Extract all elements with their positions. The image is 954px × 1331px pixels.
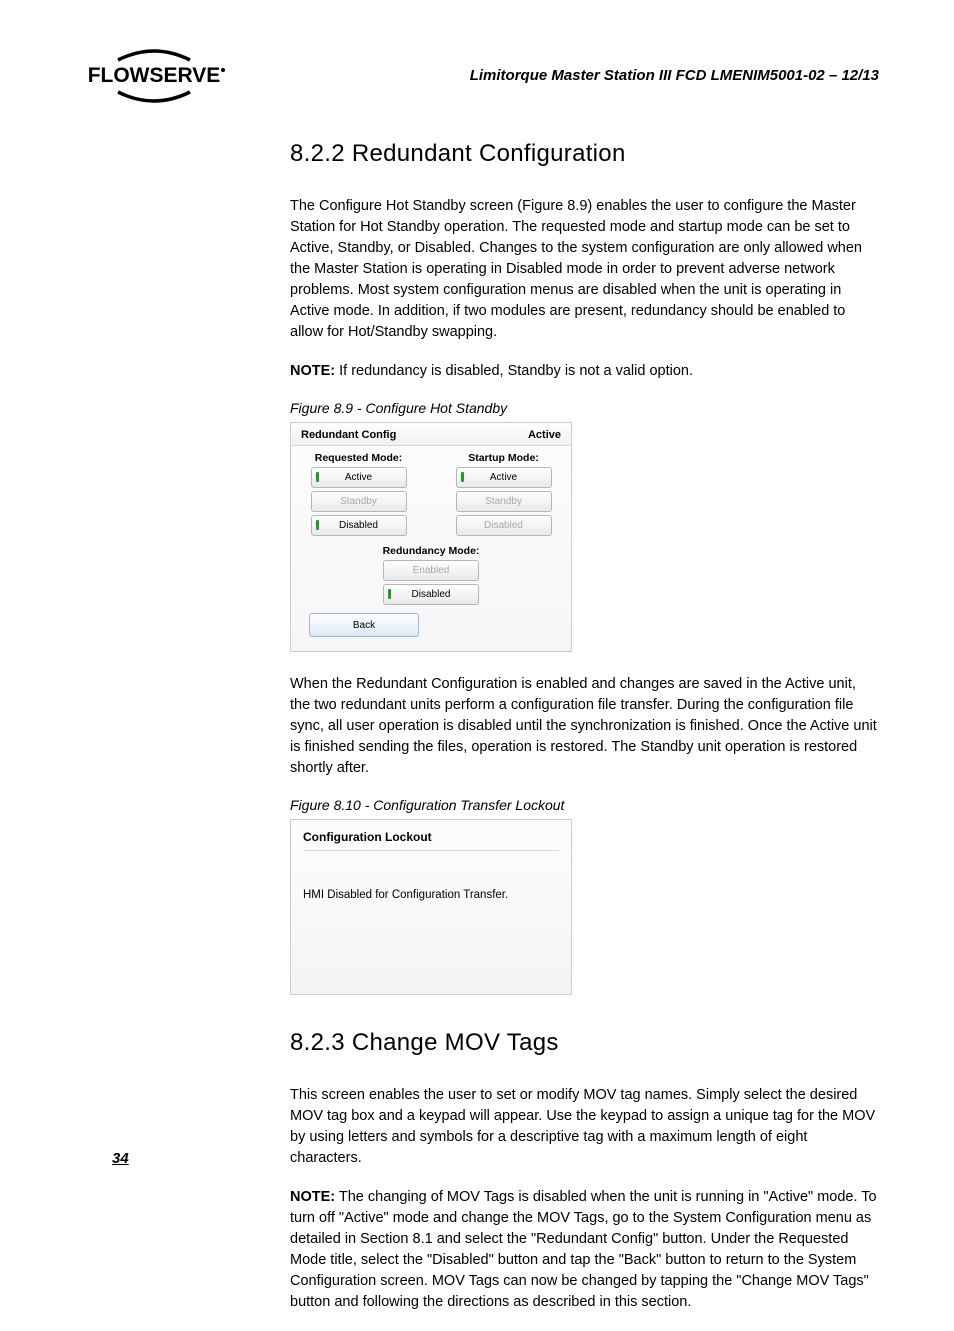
panel-title-right: Active <box>528 429 561 441</box>
main-content: 8.2.2 Redundant Configuration The Config… <box>290 140 878 1331</box>
logo-text: FLOWSERVE <box>88 64 221 87</box>
redundancy-enabled-button[interactable]: Enabled <box>383 560 479 581</box>
requested-standby-button[interactable]: Standby <box>311 491 407 512</box>
note-823-text: The changing of MOV Tags is disabled whe… <box>290 1189 877 1310</box>
requested-mode-column: Requested Mode: Active Standby Disabled <box>301 452 416 539</box>
startup-mode-label: Startup Mode: <box>446 452 561 464</box>
figure-89-caption: Figure 8.9 - Configure Hot Standby <box>290 400 878 416</box>
startup-standby-button[interactable]: Standby <box>456 491 552 512</box>
requested-mode-label: Requested Mode: <box>301 452 416 464</box>
figure-810-caption: Figure 8.10 - Configuration Transfer Loc… <box>290 797 878 813</box>
lockout-message: HMI Disabled for Configuration Transfer. <box>303 889 559 901</box>
figure-810-panel: Configuration Lockout HMI Disabled for C… <box>290 819 572 995</box>
startup-mode-column: Startup Mode: Active Standby Disabled <box>446 452 561 539</box>
redundancy-mode-block: Redundancy Mode: Enabled Disabled <box>301 545 561 605</box>
document-header: Limitorque Master Station III FCD LMENIM… <box>470 67 879 84</box>
startup-disabled-button[interactable]: Disabled <box>456 515 552 536</box>
section-823-title: 8.2.3 Change MOV Tags <box>290 1029 878 1057</box>
figure-89-panel: Redundant Config Active Requested Mode: … <box>290 422 572 652</box>
section-822-title: 8.2.2 Redundant Configuration <box>290 140 878 168</box>
redundancy-mode-label: Redundancy Mode: <box>301 545 561 557</box>
redundancy-disabled-button[interactable]: Disabled <box>383 584 479 605</box>
para-822-2: When the Redundant Configuration is enab… <box>290 674 878 779</box>
panel-title-left: Redundant Config <box>301 429 396 441</box>
note-822-text: If redundancy is disabled, Standby is no… <box>335 363 693 379</box>
note-label-2: NOTE: <box>290 1189 335 1205</box>
note-label: NOTE: <box>290 363 335 379</box>
back-button[interactable]: Back <box>309 613 419 637</box>
para-822-1: The Configure Hot Standby screen (Figure… <box>290 196 878 343</box>
page-number: 34 <box>112 1150 129 1167</box>
note-823: NOTE: The changing of MOV Tags is disabl… <box>290 1187 878 1313</box>
note-822: NOTE: If redundancy is disabled, Standby… <box>290 361 878 382</box>
panel-title-row: Redundant Config Active <box>291 423 571 446</box>
lockout-title: Configuration Lockout <box>303 830 559 851</box>
requested-active-button[interactable]: Active <box>311 467 407 488</box>
startup-active-button[interactable]: Active <box>456 467 552 488</box>
requested-disabled-button[interactable]: Disabled <box>311 515 407 536</box>
para-823-1: This screen enables the user to set or m… <box>290 1085 878 1169</box>
logo: FLOWSERVE <box>78 48 230 109</box>
